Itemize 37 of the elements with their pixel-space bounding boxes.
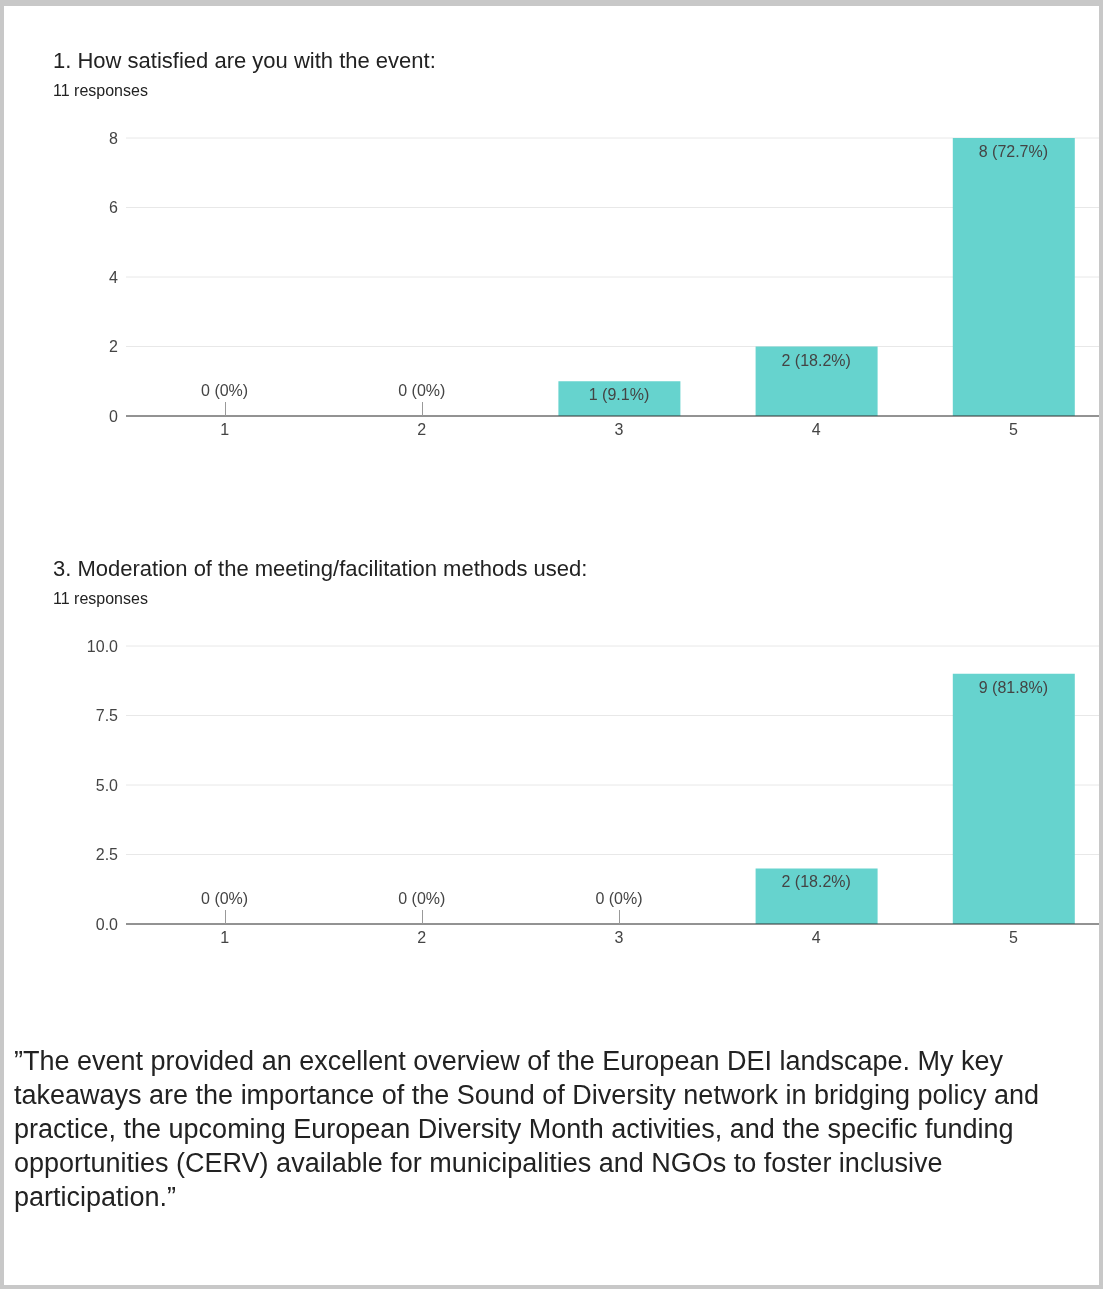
chart-subtitle: 11 responses — [53, 590, 149, 608]
data-label: 0 (0%) — [397, 382, 447, 400]
y-tick-label: 2 — [109, 338, 119, 356]
bar — [952, 138, 1075, 416]
x-tick-label: 5 — [1008, 929, 1018, 947]
y-tick-label: 6 — [109, 199, 119, 217]
x-tick-label: 2 — [417, 929, 427, 947]
data-label: 2 (18.2%) — [780, 351, 852, 370]
y-tick-label: 2.5 — [95, 846, 119, 864]
bar — [755, 346, 878, 416]
data-label: 2 (18.2%) — [780, 873, 852, 892]
y-tick-label: 7.5 — [95, 707, 119, 725]
y-tick-label: 5.0 — [95, 776, 119, 794]
data-label: 0 (0%) — [594, 890, 644, 908]
y-tick-label: 10.0 — [86, 637, 119, 655]
x-tick-label: 5 — [1008, 421, 1018, 439]
data-label: 1 (9.1%) — [587, 386, 651, 405]
chart-title: 3. Moderation of the meeting/facilitation methods used: — [53, 555, 589, 582]
data-label: 0 (0%) — [397, 890, 447, 908]
data-label: 8 (72.7%) — [977, 143, 1050, 161]
chart-title: 1. How satisfied are you with the event: — [53, 47, 437, 74]
x-tick-label: 3 — [614, 421, 624, 439]
text: ”The event provided an excellent overview of the European DEI landscape. My key takeaways are the importance of the Sound of Diversity network in bridging policy and practice, the upcoming European Diversity Month activities, and the specific funding opportunities (CERV) available for municipalities and NGOs to foster inclusive participation.” — [14, 1045, 1041, 1214]
y-tick-label: 0 — [109, 407, 119, 425]
data-label: 0 (0%) — [200, 890, 250, 908]
x-tick-label: 1 — [220, 421, 230, 439]
y-tick-label: 0.0 — [95, 915, 119, 933]
data-label: 9 (81.8%) — [977, 678, 1050, 697]
x-tick-label: 4 — [811, 929, 821, 947]
y-tick-label: 8 — [109, 129, 119, 147]
x-tick-label: 4 — [811, 421, 821, 439]
y-tick-label: 4 — [109, 268, 119, 286]
chart-subtitle: 11 responses — [53, 82, 149, 100]
data-label: 0 (0%) — [200, 382, 250, 400]
x-tick-label: 1 — [220, 929, 230, 947]
x-tick-label: 2 — [417, 421, 427, 439]
x-tick-label: 3 — [614, 929, 624, 947]
